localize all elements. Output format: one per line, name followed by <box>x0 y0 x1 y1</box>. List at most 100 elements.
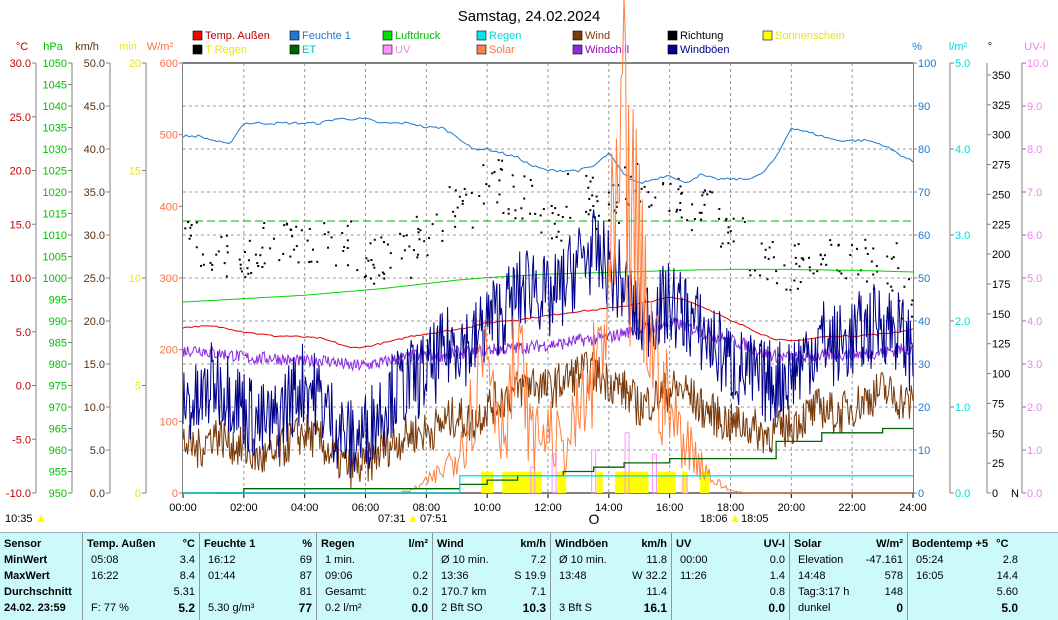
row-value: 5.31 <box>173 586 195 598</box>
wind-direction-point <box>521 217 524 220</box>
wind-direction-point <box>458 195 461 198</box>
row-value: 11.4 <box>646 586 667 598</box>
table-row: 0.0 <box>676 600 785 616</box>
axis-tick-label: 5 <box>135 381 141 393</box>
wind-direction-point <box>895 242 898 245</box>
wind-direction-point <box>567 172 570 175</box>
column-unit: % <box>302 538 312 550</box>
row-label: 2 Bft SO <box>441 602 483 614</box>
wind-direction-point <box>297 261 300 264</box>
wind-direction-point <box>491 172 494 175</box>
x-tick-label: 24:00 <box>899 502 927 514</box>
wind-direction-point <box>795 262 798 265</box>
wind-direction-point <box>677 177 680 180</box>
axis-tick-label: 5.0 <box>90 445 105 457</box>
wind-direction-point <box>365 257 368 260</box>
row-value: 5.0 <box>1001 601 1018 615</box>
wind-direction-point <box>732 240 735 243</box>
axis-tick-label: 30 <box>918 359 930 371</box>
wind-direction-point <box>589 180 592 183</box>
row-value: 0 <box>896 601 903 615</box>
wind-direction-point <box>870 260 873 263</box>
table-row: 14:48 578 <box>794 568 903 584</box>
wind-direction-point <box>346 239 349 242</box>
axis-north-label: N <box>1011 488 1019 500</box>
wind-direction-point <box>759 274 762 277</box>
table-row: 09:06 0.2 <box>321 568 428 584</box>
row-value: 14.4 <box>996 570 1018 582</box>
legend-swatch <box>382 44 393 55</box>
column-unit: UV-I <box>763 538 785 550</box>
axis-tick-label: 3.0 <box>955 230 970 242</box>
table-row: 3 Bft S 16.1 <box>555 600 667 616</box>
axis-tick-label: 600 <box>160 58 178 70</box>
wind-direction-point <box>587 186 590 189</box>
table-column-windb-en: Windböen km/h Ø 10 min. 11.8 13:48 W 32.2 11.4… <box>551 533 672 620</box>
axis-tick-label: 500 <box>160 130 178 142</box>
table-column-sensor: Sensor MinWert MaxWert Durchschnitt 24.02. 2… <box>0 533 83 620</box>
wind-direction-point <box>195 221 198 224</box>
x-tick-label: 06:00 <box>352 502 380 514</box>
wind-direction-point <box>501 159 504 162</box>
row-value: 5.60 <box>996 586 1018 598</box>
row-value: 0.0 <box>768 601 785 615</box>
axis-tick-label: 15 <box>129 166 141 178</box>
x-tick-label: 08:00 <box>413 502 441 514</box>
x-tick-label: 14:00 <box>595 502 623 514</box>
axis-tick-label: 1030 <box>43 144 67 156</box>
wind-direction-point <box>821 257 824 260</box>
wind-direction-point <box>454 215 457 218</box>
wind-direction-point <box>372 263 375 266</box>
row-label: 11:26 <box>680 570 707 582</box>
row-value: 8.4 <box>179 570 195 582</box>
wind-direction-point <box>261 246 264 249</box>
wind-direction-point <box>341 231 344 234</box>
wind-direction-point <box>698 211 701 214</box>
table-row: 00:00 0.0 <box>676 552 785 568</box>
wind-direction-point <box>554 207 557 210</box>
wind-direction-point <box>693 218 696 221</box>
axis-tick-label: 25.0 <box>84 273 105 285</box>
wind-direction-point <box>389 266 392 269</box>
axis-tick-label: 0 <box>992 488 998 500</box>
wind-direction-point <box>428 237 431 240</box>
axis-tick-label: 955 <box>49 467 67 479</box>
row-label: 05:08 <box>91 554 119 566</box>
legend-label: Solar <box>489 44 515 56</box>
wind-direction-point <box>589 209 592 212</box>
row-label: Gesamt: <box>325 586 367 598</box>
legend-label: Regen <box>489 30 521 42</box>
wind-direction-point <box>184 227 187 230</box>
wind-direction-point <box>293 248 296 251</box>
wind-direction-point <box>565 205 568 208</box>
legend-label: T Regen <box>205 44 247 56</box>
wind-direction-point <box>607 191 610 194</box>
wind-direction-point <box>748 269 751 272</box>
wind-direction-point <box>823 254 826 257</box>
axis-tick-label: 1050 <box>43 58 67 70</box>
axis-unit: km/h <box>75 41 99 53</box>
wind-direction-point <box>364 275 367 278</box>
axis-tick-label: 100 <box>992 369 1010 381</box>
wind-direction-point <box>648 205 651 208</box>
wind-direction-point <box>613 209 616 212</box>
table-row: dunkel 0 <box>794 600 903 616</box>
chart-title: Samstag, 24.02.2024 <box>458 8 601 25</box>
table-column-wind: Wind km/h Ø 10 min. 7.2 13:36 S 19.9 170.7 km 7… <box>433 533 551 620</box>
axis-tick-label: 30.0 <box>10 58 31 70</box>
row-label: 00:00 <box>680 554 708 566</box>
wind-direction-point <box>523 197 526 200</box>
axis-tick-label: 980 <box>49 359 67 371</box>
wind-direction-point <box>263 222 266 225</box>
wind-direction-point <box>840 272 843 275</box>
wind-direction-point <box>630 175 633 178</box>
table-row: 13:36 S 19.9 <box>437 568 546 584</box>
wind-direction-point <box>400 257 403 260</box>
wind-direction-point <box>514 209 517 212</box>
wind-direction-point <box>497 159 500 162</box>
wind-direction-point <box>316 260 319 263</box>
axis-tick-label: 6.0 <box>1027 230 1042 242</box>
table-row: 5.0 <box>912 600 1018 616</box>
wind-direction-point <box>441 239 444 242</box>
wind-direction-point <box>514 217 517 220</box>
